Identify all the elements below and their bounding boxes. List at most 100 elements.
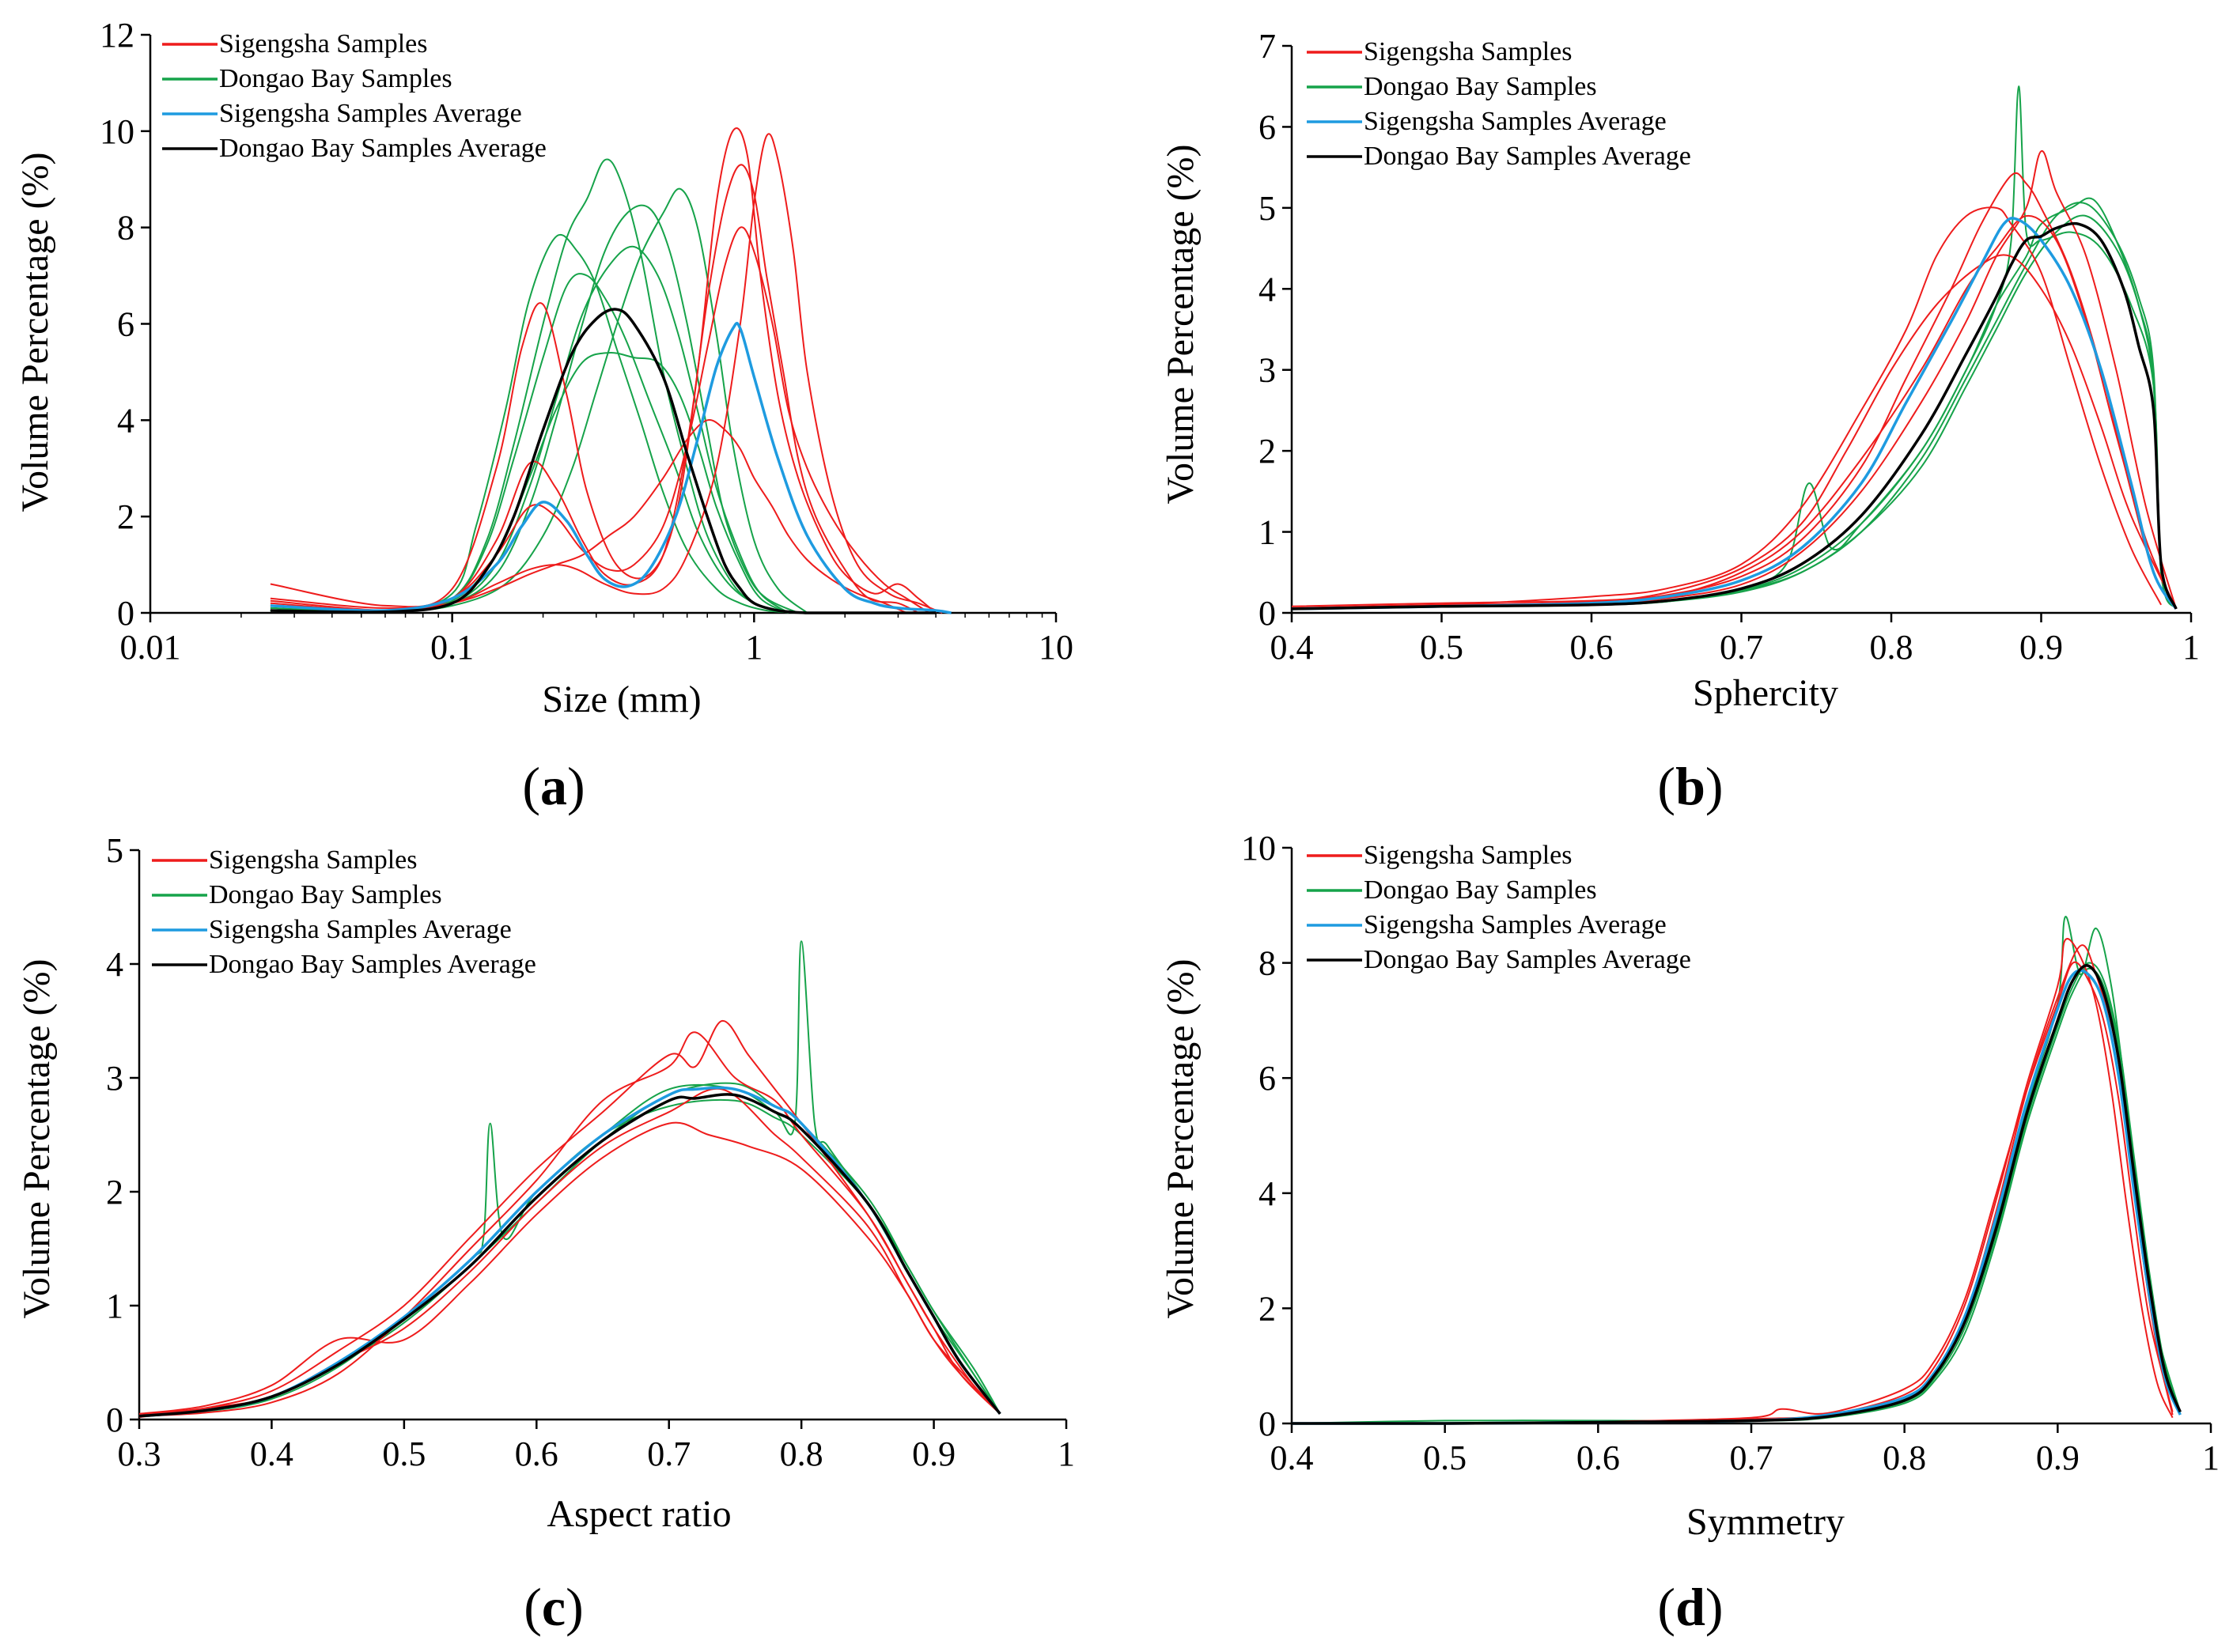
series-group-a xyxy=(270,127,952,614)
y-tick-label-d: 10 xyxy=(1241,829,1276,868)
panel-label-a: (a) xyxy=(522,756,585,816)
x-tick-label-c: 0.5 xyxy=(382,1435,426,1473)
panel-letter-b: b xyxy=(1675,756,1705,816)
y-tick-label-a: 8 xyxy=(117,209,134,248)
y-tick-label-b: 3 xyxy=(1258,351,1276,390)
dongao-sample-line-a xyxy=(270,351,789,614)
dongao-sample-line-a xyxy=(270,187,808,614)
y-tick-label-d: 6 xyxy=(1258,1059,1276,1098)
sigengsha-sample-line-c xyxy=(138,1031,1001,1417)
sigengsha-avg-line-a xyxy=(270,321,952,614)
y-tick-label-b: 0 xyxy=(1258,594,1276,633)
dongao-sample-line-b xyxy=(1291,202,2178,610)
chart-panel-d: 0 2 4 6 8 10 0.4 0.5 0.6 0.7 0.8 0.9 1 Sigengsha Sam… xyxy=(1160,829,2220,1637)
chart-panel-b: 0 1 2 3 4 5 6 7 0.4 0.5 0.6 0.7 0.8 0.9 1 Sigengsha Sa… xyxy=(1160,27,2200,816)
y-tick-label-d: 0 xyxy=(1258,1404,1276,1443)
sigengsha-sample-line-d xyxy=(1291,938,2174,1425)
y-axis-label-d: Volume Percentage (%) xyxy=(1160,959,1202,1319)
y-axis-label-b: Volume Percentage (%) xyxy=(1160,145,1202,505)
x-tick-label-c: 0.6 xyxy=(515,1435,558,1473)
dongao-sample-line-b xyxy=(1291,214,2178,610)
legend-label-a: Sigengsha Samples xyxy=(219,29,427,59)
y-tick-label-a: 4 xyxy=(117,401,134,440)
legend-b: Sigengsha Samples Dongao Bay Samples Sigen… xyxy=(1307,37,1691,171)
dongao-sample-line-a xyxy=(270,233,799,614)
legend-label-a: Dongao Bay Samples Average xyxy=(219,134,547,163)
sigengsha-avg-line-b xyxy=(1291,217,2178,611)
sigengsha-avg-line-d xyxy=(1291,969,2182,1425)
x-axis-label-b: Sphercity xyxy=(1693,672,1838,714)
x-tick-label-d: 1 xyxy=(2202,1438,2220,1477)
x-tick-label-a: 0.01 xyxy=(120,628,181,667)
y-tick-label-c: 5 xyxy=(106,831,123,870)
y-axis-label-a: Volume Percentage (%) xyxy=(14,153,56,512)
x-tick-label-b: 0.4 xyxy=(1270,628,1314,667)
sigengsha-sample-line-d xyxy=(1291,944,2174,1425)
y-tick-label-b: 6 xyxy=(1258,108,1276,146)
sigengsha-sample-line-a xyxy=(270,133,943,614)
dongao-sample-line-a xyxy=(270,158,808,614)
dongao-sample-line-c xyxy=(138,1082,1001,1417)
x-tick-label-a: 10 xyxy=(1039,628,1073,667)
panel-letter-a: a xyxy=(540,756,567,816)
dongao-sample-line-d xyxy=(1291,916,2182,1424)
y-tick-label-c: 2 xyxy=(106,1173,123,1212)
series-group-c xyxy=(138,940,1001,1419)
legend-label-c: Dongao Bay Samples Average xyxy=(209,950,536,979)
x-axis-label-d: Symmetry xyxy=(1686,1501,1845,1543)
chart-panel-a: 0 2 4 6 8 10 12 0.01 0.1 1 10 Sigengsha Samples Don… xyxy=(14,16,1073,816)
legend-label-b: Sigengsha Samples Average xyxy=(1364,107,1667,136)
y-tick-label-c: 0 xyxy=(106,1401,123,1439)
legend-d: Sigengsha Samples Dongao Bay Samples Sigen… xyxy=(1307,841,1691,974)
x-tick-label-a: 0.1 xyxy=(430,628,474,667)
x-tick-label-b: 0.8 xyxy=(1870,628,1913,667)
y-tick-label-b: 4 xyxy=(1258,270,1276,308)
y-tick-label-a: 12 xyxy=(100,16,134,55)
y-tick-label-a: 2 xyxy=(117,497,134,536)
y-tick-label-c: 1 xyxy=(106,1287,123,1325)
x-tick-label-b: 0.9 xyxy=(2019,628,2063,667)
sigengsha-avg-line-c xyxy=(138,1086,1001,1418)
dongao-sample-line-a xyxy=(270,273,789,614)
series-group-d xyxy=(1291,916,2182,1425)
legend-label-d: Dongao Bay Samples xyxy=(1364,875,1597,905)
y-tick-label-d: 8 xyxy=(1258,944,1276,983)
y-tick-label-b: 7 xyxy=(1258,27,1276,66)
y-tick-label-b: 2 xyxy=(1258,432,1276,471)
x-tick-label-b: 0.5 xyxy=(1420,628,1463,667)
legend-label-c: Sigengsha Samples xyxy=(209,845,417,875)
x-tick-label-c: 0.9 xyxy=(912,1435,956,1473)
sigengsha-sample-line-a xyxy=(270,164,919,614)
y-tick-label-c: 3 xyxy=(106,1059,123,1098)
x-tick-label-b: 0.7 xyxy=(1720,628,1763,667)
legend-label-d: Dongao Bay Samples Average xyxy=(1364,945,1691,974)
x-tick-label-d: 0.5 xyxy=(1423,1438,1467,1477)
legend-label-a: Dongao Bay Samples xyxy=(219,64,452,93)
y-tick-label-a: 10 xyxy=(100,112,134,151)
x-tick-label-c: 1 xyxy=(1058,1435,1075,1473)
axes-c: 0 1 2 3 4 5 0.3 0.4 0.5 0.6 0.7 0.8 0.9 1 xyxy=(106,831,1075,1473)
y-tick-label-d: 4 xyxy=(1258,1174,1276,1213)
legend-label-d: Sigengsha Samples Average xyxy=(1364,910,1667,939)
x-tick-label-b: 1 xyxy=(2182,628,2200,667)
y-tick-label-b: 1 xyxy=(1258,513,1276,552)
y-tick-label-a: 0 xyxy=(117,594,134,633)
series-group-b xyxy=(1291,85,2178,611)
legend-a: Sigengsha Samples Dongao Bay Samples Sigen… xyxy=(162,29,547,163)
x-tick-label-c: 0.7 xyxy=(647,1435,691,1473)
y-tick-label-b: 5 xyxy=(1258,189,1276,228)
legend-label-b: Dongao Bay Samples xyxy=(1364,72,1597,101)
dongao-sample-line-c xyxy=(138,940,1001,1417)
chart-panel-c: 0 1 2 3 4 5 0.3 0.4 0.5 0.6 0.7 0.8 0.9 1 Sigengsha S… xyxy=(16,831,1075,1637)
legend-label-d: Sigengsha Samples xyxy=(1364,841,1572,870)
y-tick-label-d: 2 xyxy=(1258,1289,1276,1328)
legend-label-c: Dongao Bay Samples xyxy=(209,880,442,909)
x-tick-label-d: 0.7 xyxy=(1730,1438,1773,1477)
panel-label-c: (c) xyxy=(524,1577,584,1637)
y-axis-label-c: Volume Percentage (%) xyxy=(16,959,58,1319)
dongao-avg-line-d xyxy=(1291,964,2182,1425)
panel-letter-c: c xyxy=(542,1577,566,1637)
x-tick-label-c: 0.4 xyxy=(250,1435,293,1473)
legend-label-b: Dongao Bay Samples Average xyxy=(1364,142,1691,171)
axes-b: 0 1 2 3 4 5 6 7 0.4 0.5 0.6 0.7 0.8 0.9 1 xyxy=(1258,27,2200,667)
